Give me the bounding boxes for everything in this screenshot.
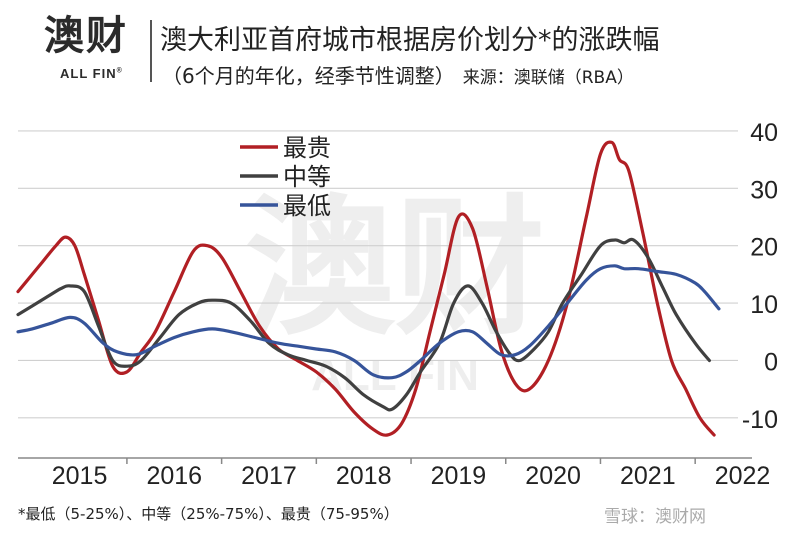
chart-header: 澳财 ALL FIN® 澳大利亚首府城市根据房价划分*的涨跌幅 （6个月的年化，… xyxy=(0,0,800,100)
series-line-2 xyxy=(16,264,721,380)
chart-source: 来源：澳联储（RBA） xyxy=(462,68,634,88)
chart-subtitle-row: （6个月的年化，经季节性调整） 来源：澳联储（RBA） xyxy=(162,60,634,89)
x-tick-label: 2019 xyxy=(431,462,487,490)
x-tick-label: 2015 xyxy=(52,462,108,490)
xueqiu-watermark: 雪球：澳财网 xyxy=(604,507,706,527)
line-chart: 澳财 ALL FIN 40 30 20 10 0 -10 2015 2016 2017 2018 2… xyxy=(16,119,778,490)
series-line-1 xyxy=(16,237,711,412)
y-tick-label: 30 xyxy=(750,176,778,204)
x-tick-label: 2016 xyxy=(146,462,202,490)
allfin-logo-sub: ALL FIN® xyxy=(60,66,123,81)
x-tick-label: 2022 xyxy=(715,462,771,490)
footnote: *最低（5-25%）、中等（25%-75%）、最贵（75-95%） xyxy=(18,505,399,523)
y-tick-label: 0 xyxy=(764,348,778,376)
x-tick-label: 2021 xyxy=(620,462,676,490)
y-tick-label: 10 xyxy=(750,291,778,319)
x-tick-label: 2017 xyxy=(241,462,297,490)
legend-label-0: 最贵 xyxy=(283,134,331,162)
allfin-logo: 澳财 xyxy=(44,13,128,59)
center-watermark-sub: ALL FIN xyxy=(311,351,479,400)
gridlines xyxy=(18,130,738,419)
legend-label-1: 中等 xyxy=(283,163,331,191)
axes: 40 30 20 10 0 -10 2015 2016 2017 2018 2019 2020 2021… xyxy=(18,119,778,490)
y-tick-label: 40 xyxy=(750,119,778,147)
series-line-0 xyxy=(16,140,716,437)
y-tick-label: -10 xyxy=(742,406,778,434)
header-divider xyxy=(150,20,152,82)
allfin-logo-sub-text: ALL FIN xyxy=(60,66,117,81)
registered-mark: ® xyxy=(116,67,123,75)
x-tick-label: 2018 xyxy=(336,462,392,490)
y-tick-label: 20 xyxy=(750,234,778,262)
center-watermark: 澳财 ALL FIN xyxy=(245,182,545,400)
chart-title: 澳大利亚首府城市根据房价划分*的涨跌幅 xyxy=(160,25,660,56)
chart-subtitle: （6个月的年化，经季节性调整） xyxy=(162,64,455,88)
legend-label-2: 最低 xyxy=(283,192,331,220)
series-lines xyxy=(16,140,721,437)
x-tick-label: 2020 xyxy=(525,462,581,490)
